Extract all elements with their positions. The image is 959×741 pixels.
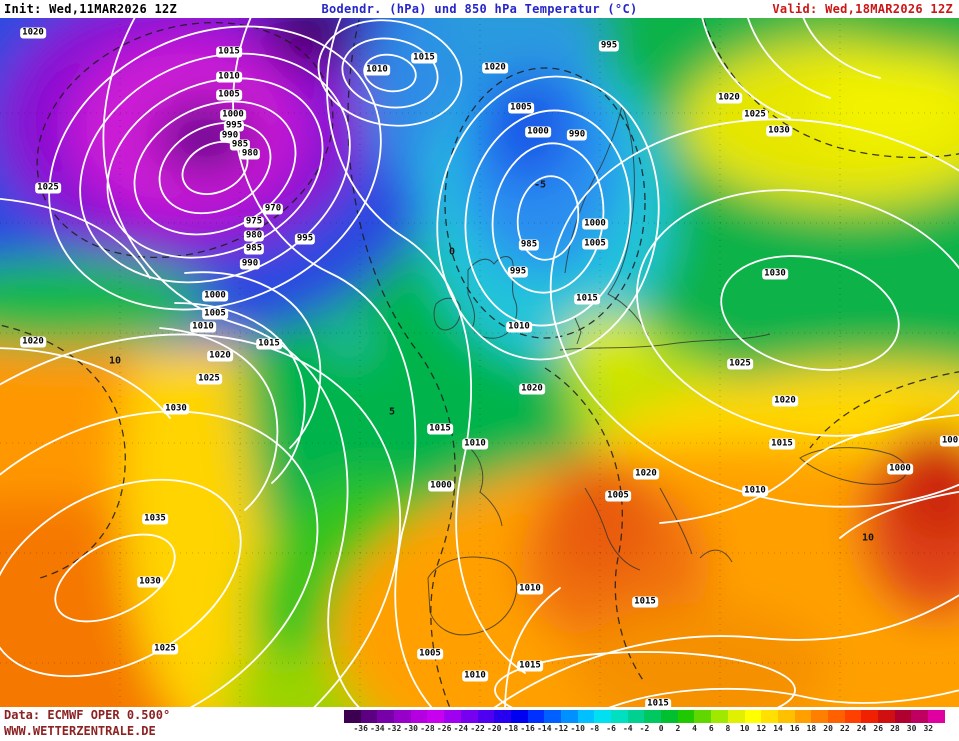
colorbar-tick: -6 bbox=[606, 724, 616, 733]
colorbar-swatch bbox=[677, 710, 695, 723]
colorbar-swatch bbox=[494, 710, 511, 723]
colorbar-swatch bbox=[811, 710, 828, 723]
colorbar-tick: 4 bbox=[692, 724, 697, 733]
colorbar-tick: -12 bbox=[553, 724, 569, 733]
map-svg bbox=[0, 18, 959, 707]
colorbar-swatch bbox=[377, 710, 395, 723]
colorbar-swatch bbox=[410, 710, 428, 723]
temperature-field bbox=[0, 18, 959, 707]
colorbar-swatch bbox=[878, 710, 895, 723]
colorbar-tick: -36 bbox=[353, 724, 368, 733]
colorbar-tick: 28 bbox=[890, 724, 900, 733]
colorbar-tick: 20 bbox=[823, 724, 833, 733]
colorbar-tick: 18 bbox=[806, 724, 817, 733]
weather-map: 1020 1015 1010 1005 1000 995 990 985 980 1010 1015… bbox=[0, 18, 959, 707]
colorbar-swatch bbox=[644, 710, 662, 723]
colorbar-swatch bbox=[694, 710, 712, 723]
colorbar-swatch bbox=[727, 710, 745, 723]
colorbar-swatch bbox=[861, 710, 878, 723]
data-source-label: Data: ECMWF OPER 0.500° bbox=[4, 708, 171, 722]
colorbar-tick: 8 bbox=[725, 724, 731, 733]
colorbar-swatch bbox=[594, 710, 611, 723]
colorbar-tick: -22 bbox=[470, 724, 485, 733]
colorbar-tick: -14 bbox=[537, 724, 552, 733]
colorbar-tick: -24 bbox=[453, 724, 469, 733]
colorbar-tick: 22 bbox=[840, 724, 850, 733]
colorbar-swatch bbox=[460, 710, 478, 723]
colorbar-tick: -26 bbox=[436, 724, 452, 733]
colorbar-swatch bbox=[477, 710, 495, 723]
temperature-colorbar: -36 -34 -32 -30 -28 -26 -24 -22 -20 -18 -16 -14 -12-… bbox=[344, 710, 945, 738]
header-bar: Init: Wed,11MAR2026 12Z Bodendr. (hPa) u… bbox=[0, 0, 959, 18]
colorbar-tick: -4 bbox=[622, 724, 633, 733]
colorbar-swatch bbox=[911, 710, 929, 723]
colorbar-tick: -32 bbox=[386, 724, 402, 733]
colorbar-tick: 32 bbox=[923, 724, 934, 733]
colorbar-swatch bbox=[510, 710, 528, 723]
colorbar-swatch bbox=[894, 710, 912, 723]
colorbar-swatch bbox=[360, 710, 378, 723]
colorbar-tick: 12 bbox=[756, 724, 767, 733]
colorbar-tick: -28 bbox=[420, 724, 435, 733]
colorbar-tick: 0 bbox=[658, 724, 664, 733]
colorbar-swatch bbox=[527, 710, 545, 723]
colorbar-tick: 6 bbox=[708, 724, 714, 733]
colorbar-tick: -16 bbox=[520, 724, 535, 733]
footer-bar: Data: ECMWF OPER 0.500° WWW.WETTERZENTRA… bbox=[0, 707, 959, 741]
colorbar-tick: -30 bbox=[403, 724, 418, 733]
colorbar-swatch bbox=[611, 710, 628, 723]
colorbar-tick: -18 bbox=[503, 724, 519, 733]
colorbar-swatch bbox=[794, 710, 812, 723]
colorbar-tick: -20 bbox=[487, 724, 502, 733]
colorbar-tick: 10 bbox=[739, 724, 750, 733]
website-label: WWW.WETTERZENTRALE.DE bbox=[4, 724, 156, 738]
colorbar-swatches bbox=[344, 710, 945, 723]
colorbar-swatch bbox=[827, 710, 845, 723]
init-time-label: Init: Wed,11MAR2026 12Z bbox=[4, 2, 178, 16]
coastlines bbox=[427, 105, 907, 636]
colorbar-swatch bbox=[711, 710, 728, 723]
colorbar-swatch bbox=[761, 710, 778, 723]
colorbar-swatch bbox=[427, 710, 445, 723]
colorbar-swatch bbox=[344, 710, 361, 723]
colorbar-tick: -10 bbox=[570, 724, 585, 733]
colorbar-tick: 16 bbox=[789, 724, 800, 733]
colorbar-tick: 26 bbox=[873, 724, 884, 733]
colorbar-tick: 2 bbox=[675, 724, 681, 733]
colorbar-tick: -34 bbox=[370, 724, 385, 733]
colorbar-tick: 30 bbox=[906, 724, 917, 733]
colorbar-swatch bbox=[777, 710, 795, 723]
colorbar-tick: -8 bbox=[589, 724, 600, 733]
colorbar-tick: -2 bbox=[639, 724, 650, 733]
colorbar-swatch bbox=[661, 710, 678, 723]
colorbar-swatch bbox=[744, 710, 762, 723]
map-title: Bodendr. (hPa) und 850 hPa Temperatur (°… bbox=[321, 2, 638, 16]
colorbar-swatch bbox=[844, 710, 862, 723]
colorbar-swatch bbox=[577, 710, 595, 723]
isobars bbox=[0, 18, 959, 707]
valid-time-label: Valid: Wed,18MAR2026 12Z bbox=[772, 2, 953, 16]
colorbar-swatch bbox=[394, 710, 411, 723]
colorbar-tick: 14 bbox=[773, 724, 783, 733]
colorbar-tick: 24 bbox=[856, 724, 867, 733]
colorbar-swatch bbox=[444, 710, 461, 723]
colorbar-swatch bbox=[928, 710, 945, 723]
colorbar-swatch bbox=[627, 710, 645, 723]
colorbar-swatch bbox=[544, 710, 561, 723]
colorbar-ticks: -36 -34 -32 -30 -28 -26 -24 -22 -20 -18 -16 -14 -12-… bbox=[344, 724, 945, 735]
colorbar-swatch bbox=[560, 710, 578, 723]
